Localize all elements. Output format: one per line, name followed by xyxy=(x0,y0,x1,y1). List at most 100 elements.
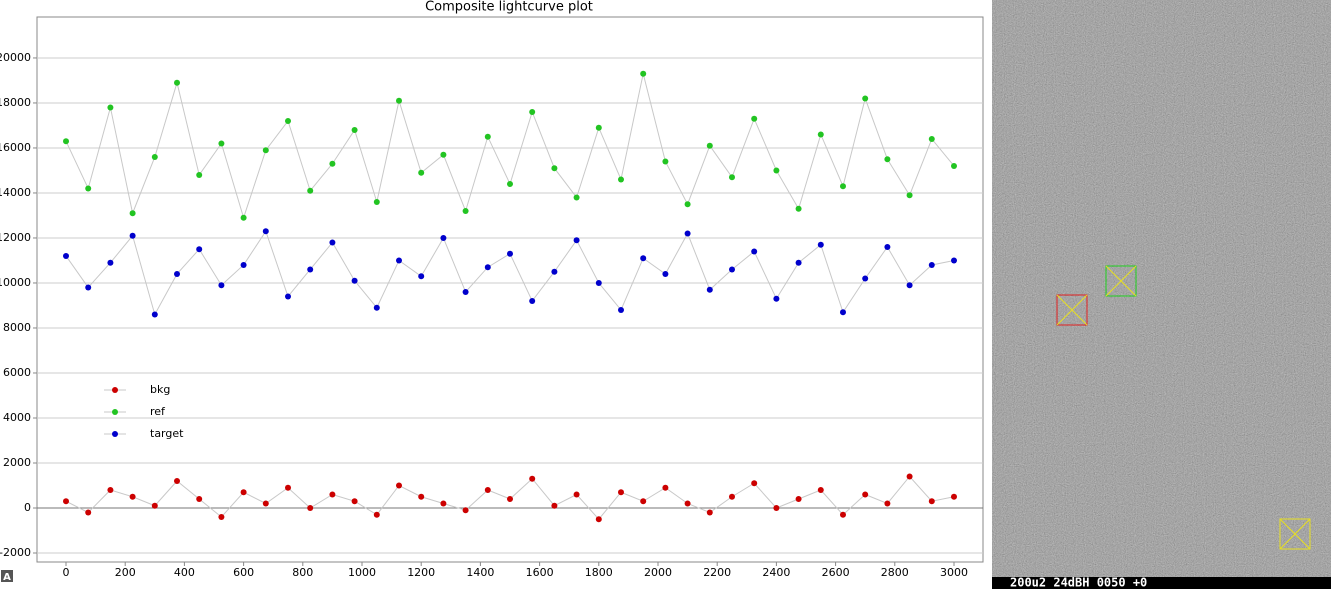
point xyxy=(573,194,580,201)
markers xyxy=(1056,265,1311,550)
point xyxy=(107,104,114,111)
point xyxy=(595,279,602,286)
point xyxy=(262,500,269,507)
point xyxy=(640,255,647,262)
x-tick-label: 2600 xyxy=(822,566,850,579)
point xyxy=(396,257,403,264)
point xyxy=(684,500,691,507)
point xyxy=(262,228,269,235)
point xyxy=(817,241,824,248)
point xyxy=(107,259,114,266)
point xyxy=(63,498,70,505)
point xyxy=(950,162,957,169)
point xyxy=(773,295,780,302)
x-tick-label: 1600 xyxy=(526,566,554,579)
point xyxy=(507,495,513,502)
marker-box xyxy=(1279,518,1311,550)
point xyxy=(773,167,780,174)
point xyxy=(751,480,758,487)
marker-cross xyxy=(1105,265,1137,297)
point xyxy=(839,183,846,190)
point xyxy=(950,257,957,264)
point xyxy=(862,95,869,102)
point xyxy=(640,70,647,77)
point xyxy=(573,491,580,498)
point xyxy=(862,491,869,498)
point xyxy=(63,252,70,259)
legend-marker xyxy=(112,431,118,437)
point xyxy=(507,250,513,257)
x-tick-label: 0 xyxy=(63,566,70,579)
point xyxy=(307,266,314,273)
point xyxy=(85,284,92,291)
point xyxy=(396,97,403,104)
point xyxy=(285,484,292,491)
x-tick-label: 800 xyxy=(292,566,313,579)
point xyxy=(728,266,735,273)
y-tick-label: 0 xyxy=(24,501,31,514)
point xyxy=(551,165,558,172)
point xyxy=(507,180,513,187)
y-tick-label: 18000 xyxy=(0,96,31,109)
point xyxy=(462,207,469,214)
point xyxy=(307,504,314,511)
legend-marker xyxy=(112,387,118,393)
point xyxy=(950,493,957,500)
point xyxy=(462,288,469,295)
image xyxy=(992,0,1331,577)
point xyxy=(728,174,735,181)
point xyxy=(928,261,935,268)
point xyxy=(795,205,802,212)
marker-box xyxy=(1105,265,1137,297)
point xyxy=(662,158,669,165)
x-tick-label: 2400 xyxy=(762,566,790,579)
point xyxy=(684,201,691,208)
y-tick-label: 16000 xyxy=(0,141,31,154)
point xyxy=(773,504,780,511)
point xyxy=(751,115,758,122)
corner-button[interactable] xyxy=(1,570,13,582)
point xyxy=(351,277,358,284)
point xyxy=(551,268,558,275)
point xyxy=(484,264,491,271)
point xyxy=(129,210,136,217)
point xyxy=(617,489,624,496)
point xyxy=(218,513,225,520)
point xyxy=(418,493,425,500)
point xyxy=(751,248,758,255)
point xyxy=(285,117,292,124)
point xyxy=(151,502,158,509)
point xyxy=(884,243,891,250)
point xyxy=(240,261,247,268)
point xyxy=(418,273,425,280)
y-tick-label: 12000 xyxy=(0,231,31,244)
y-tick-label: 6000 xyxy=(3,366,31,379)
y-tick-label: 8000 xyxy=(3,321,31,334)
point xyxy=(262,147,269,154)
point xyxy=(285,293,292,300)
point xyxy=(817,131,824,138)
point xyxy=(795,495,802,502)
x-tick-label: 2000 xyxy=(644,566,672,579)
x-tick-label: 2200 xyxy=(703,566,731,579)
point xyxy=(529,297,536,304)
point xyxy=(196,246,203,253)
marker-cross xyxy=(1279,518,1311,550)
corner-button-label[interactable]: A xyxy=(3,572,11,583)
point xyxy=(307,187,314,194)
point xyxy=(174,477,181,484)
legend-label: bkg xyxy=(150,383,170,396)
point xyxy=(884,500,891,507)
x-tick-label: 2800 xyxy=(881,566,909,579)
point xyxy=(906,473,913,480)
point xyxy=(484,133,491,140)
point xyxy=(329,491,336,498)
point xyxy=(196,171,203,178)
point xyxy=(63,138,70,145)
point xyxy=(906,282,913,289)
point xyxy=(351,126,358,133)
x-tick-label: 400 xyxy=(174,566,195,579)
point xyxy=(373,198,380,205)
point xyxy=(151,311,158,318)
